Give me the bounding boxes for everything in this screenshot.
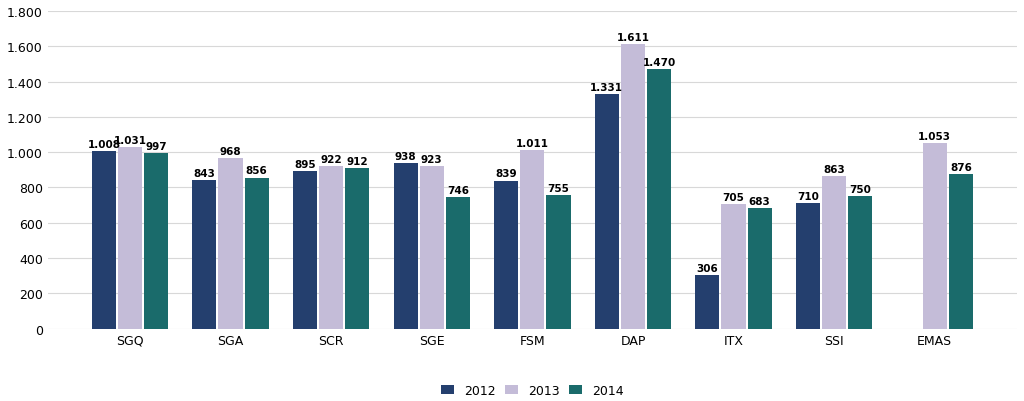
Text: 306: 306: [696, 263, 718, 273]
Text: 755: 755: [548, 184, 569, 194]
Bar: [949, 174, 973, 329]
Text: 1.011: 1.011: [516, 139, 549, 149]
Text: 923: 923: [421, 154, 442, 164]
Text: 710: 710: [797, 192, 819, 202]
Bar: [319, 166, 343, 329]
Bar: [495, 181, 518, 329]
Bar: [193, 180, 216, 329]
Text: 876: 876: [950, 162, 972, 172]
Bar: [796, 204, 820, 329]
Bar: [695, 275, 720, 329]
Bar: [393, 164, 418, 329]
Text: 705: 705: [723, 192, 744, 203]
Bar: [118, 147, 142, 329]
Bar: [848, 197, 872, 329]
Text: 1.331: 1.331: [590, 82, 624, 92]
Text: 746: 746: [446, 185, 469, 195]
Text: 1.008: 1.008: [87, 139, 120, 149]
Bar: [218, 158, 243, 329]
Bar: [92, 151, 116, 329]
Text: 922: 922: [321, 154, 342, 164]
Bar: [420, 166, 443, 329]
Text: 912: 912: [346, 156, 369, 166]
Bar: [923, 144, 947, 329]
Text: 997: 997: [145, 141, 167, 151]
Bar: [144, 153, 168, 329]
Bar: [748, 209, 772, 329]
Bar: [595, 95, 618, 329]
Bar: [647, 70, 671, 329]
Bar: [822, 177, 846, 329]
Bar: [547, 196, 570, 329]
Text: 750: 750: [849, 185, 871, 194]
Text: 1.053: 1.053: [919, 132, 951, 141]
Text: 895: 895: [294, 159, 315, 169]
Text: 863: 863: [823, 165, 845, 175]
Legend: 2012, 2013, 2014: 2012, 2013, 2014: [436, 379, 629, 401]
Bar: [245, 178, 268, 329]
Bar: [722, 205, 745, 329]
Text: 683: 683: [749, 196, 771, 207]
Text: 1.031: 1.031: [114, 135, 146, 145]
Text: 1.611: 1.611: [616, 33, 649, 43]
Text: 843: 843: [194, 168, 215, 178]
Text: 938: 938: [395, 152, 417, 162]
Bar: [345, 168, 370, 329]
Bar: [445, 197, 470, 329]
Text: 856: 856: [246, 166, 267, 176]
Bar: [293, 171, 317, 329]
Bar: [520, 151, 545, 329]
Text: 1.470: 1.470: [642, 58, 676, 68]
Bar: [621, 45, 645, 329]
Text: 839: 839: [496, 169, 517, 179]
Text: 968: 968: [220, 146, 242, 156]
